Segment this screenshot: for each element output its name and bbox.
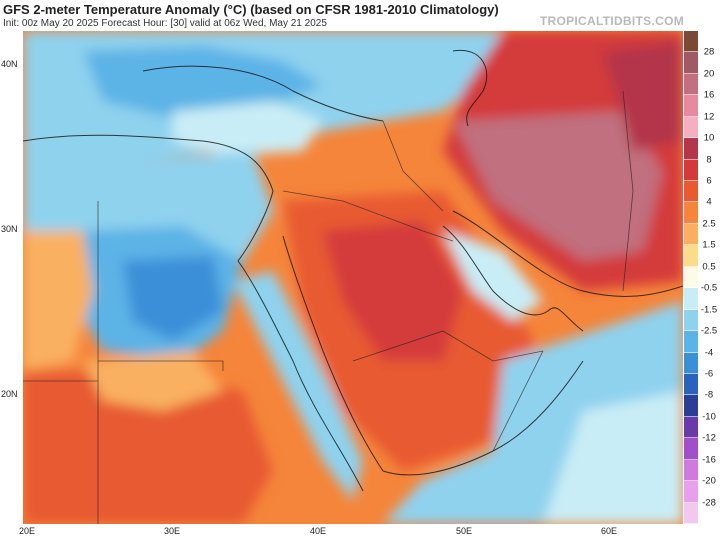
colorbar-cell (684, 481, 698, 503)
colorbar-tick-label: 8 (706, 154, 712, 166)
colorbar-cell (684, 395, 698, 417)
colorbar-tick-label: 28 (703, 46, 715, 58)
coast-caspian (452, 49, 488, 127)
colorbar-cell (684, 309, 698, 332)
coast-turkey (142, 65, 384, 122)
border-saudi-yemen (352, 330, 544, 362)
coast-gulf (442, 225, 584, 332)
colorbar-tick-label: 10 (703, 132, 715, 144)
region-iran-hot (453, 111, 663, 261)
anomaly-map (23, 31, 683, 524)
border-iraq-iran (382, 120, 444, 212)
brand-watermark: TROPICALTIDBITS.COM (539, 14, 684, 28)
region-turkey-blue (83, 46, 323, 116)
chart-title: GFS 2-meter Temperature Anomaly (°C) (ba… (3, 2, 499, 17)
anomaly-regions (23, 31, 683, 524)
colorbar-tick-label: 2.5 (702, 218, 716, 230)
region-egypt-deep-blue (123, 256, 223, 341)
lon-label-50e: 50E (455, 526, 473, 536)
coast-iran (452, 210, 683, 297)
colorbar-cell (684, 52, 698, 74)
colorbar-cell (684, 502, 698, 524)
coastlines (23, 49, 683, 492)
border-egypt-libya (97, 201, 224, 371)
country-borders (23, 90, 634, 524)
colorbar-cell (684, 138, 698, 160)
colorbar-cell (684, 266, 698, 289)
colorbar-tick-label: -10 (702, 411, 716, 423)
colorbar-cell (684, 245, 698, 267)
colorbar: 28 20 16 12 10 8 6 4 2.5 1.5 0.5 -0.5 -1.5 -2.5 -4 -6 -8… (684, 31, 720, 524)
colorbar-cell (684, 416, 698, 439)
colorbar-cell (684, 31, 698, 53)
colorbar-tick-label: -12 (702, 432, 716, 444)
colorbar-cell (684, 459, 698, 482)
region-arabia-hot (323, 221, 463, 361)
colorbar-tick-label: -2.5 (700, 325, 718, 337)
colorbar-tick-label: 20 (703, 68, 715, 80)
region-levant-cool (23, 151, 273, 261)
lon-label-40e: 40E (309, 526, 327, 536)
colorbar-tick-label: -16 (702, 454, 716, 466)
colorbar-tick-label: 6 (706, 175, 712, 187)
colorbar-tick-label: -1.5 (700, 304, 718, 316)
lon-label-30e: 30E (163, 526, 181, 536)
border-oman-yemen (492, 350, 544, 452)
lat-label-30n: 30N (1, 224, 18, 234)
colorbar-cell (684, 438, 698, 460)
coast-red-sea-west (237, 190, 364, 492)
colorbar-cell (684, 223, 698, 246)
region-redsea-cool (233, 271, 363, 501)
coast-arabia (282, 235, 584, 476)
lat-label-20n: 20N (1, 389, 18, 399)
colorbar-tick-label: -8 (704, 389, 714, 401)
colorbar-tick-label: -6 (704, 368, 714, 380)
colorbar-cell (684, 95, 698, 117)
colorbar-tick-label: 12 (703, 111, 715, 123)
coast-north-africa (23, 134, 274, 192)
colorbar-tick-label: -0.5 (700, 282, 718, 294)
chart-subtitle: Init: 00z May 20 2025 Forecast Hour: [30… (3, 18, 327, 29)
anomaly-map-svg (23, 31, 683, 524)
colorbar-cell (684, 73, 698, 96)
colorbar-cell (684, 373, 698, 396)
colorbar-cell (684, 181, 698, 203)
colorbar-tick-label: 0.5 (702, 261, 716, 273)
region-sudan-light (83, 351, 223, 411)
region-afghan-hot (603, 41, 683, 151)
colorbar-tick-label: 1.5 (702, 239, 716, 251)
region-arabian-sea-pale (543, 391, 683, 524)
region-sudan-warm (23, 371, 273, 524)
colorbar-cell (684, 202, 698, 224)
colorbar-tick-label: -20 (702, 475, 716, 487)
colorbar-tick-label: 16 (703, 89, 715, 101)
colorbar-tick-label: -4 (704, 347, 714, 359)
lon-label-60e: 60E (600, 526, 618, 536)
colorbar-tick-label: -28 (702, 497, 716, 509)
border-iran-afghan (622, 90, 634, 292)
border-iraq-saudi (282, 190, 454, 242)
colorbar-tick-label: 4 (706, 196, 712, 208)
colorbar-cell (684, 116, 698, 139)
colorbar-cell (684, 352, 698, 374)
colorbar-cell (684, 159, 698, 182)
colorbar-cell (684, 288, 698, 310)
region-libya-warm (23, 231, 93, 371)
lat-label-40n: 40N (1, 59, 18, 69)
lon-label-20e: 20E (18, 526, 36, 536)
colorbar-cell (684, 331, 698, 353)
